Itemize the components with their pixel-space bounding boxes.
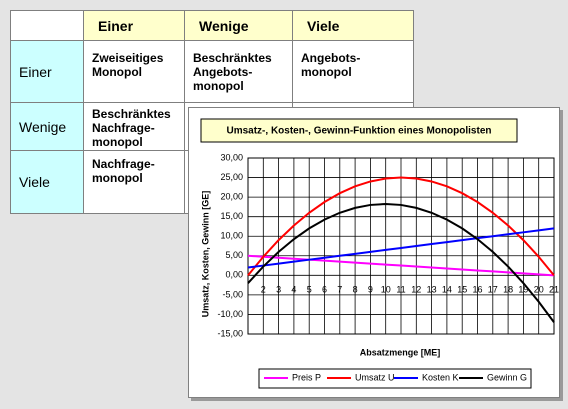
corner-cell bbox=[10, 10, 84, 41]
header-cell: Viele bbox=[292, 10, 414, 41]
x-tick-label: 8 bbox=[353, 285, 358, 295]
row-header: Wenige bbox=[10, 102, 84, 151]
x-tick-label: 11 bbox=[396, 285, 405, 295]
x-tick-label: 2 bbox=[261, 285, 266, 295]
legend-label: Kosten K bbox=[422, 372, 459, 382]
x-tick-label: 14 bbox=[442, 285, 452, 295]
y-tick-label: 20,00 bbox=[220, 191, 243, 201]
x-tick-label: 18 bbox=[503, 285, 513, 295]
cell: Angebots- monopol bbox=[292, 40, 414, 103]
cell: Beschränktes Angebots- monopol bbox=[184, 40, 293, 103]
series-line bbox=[247, 202, 555, 323]
x-axis-title: Absatzmenge [ME] bbox=[360, 347, 441, 357]
y-tick-label: -15,00 bbox=[217, 328, 243, 338]
x-tick-label: 5 bbox=[307, 285, 312, 295]
cell: Zweiseitiges Monopol bbox=[83, 40, 185, 103]
x-tick-label: 7 bbox=[337, 285, 342, 295]
y-axis-title: Umsatz, Kosten, Gewinn [GE] bbox=[200, 191, 210, 318]
legend-label: Gewinn G bbox=[487, 372, 527, 382]
x-tick-label: 4 bbox=[291, 285, 296, 295]
x-tick-label: 9 bbox=[368, 285, 373, 295]
title-box bbox=[200, 118, 518, 143]
x-tick-label: 10 bbox=[381, 285, 391, 295]
x-tick-label: 19 bbox=[518, 285, 528, 295]
chart: Umsatz-, Kosten-, Gewinn-Funktion eines … bbox=[200, 118, 559, 389]
header-cell: Einer bbox=[83, 10, 185, 41]
series-line bbox=[247, 227, 555, 269]
y-tick-label: 30,00 bbox=[220, 152, 243, 162]
y-tick-label: -5,00 bbox=[222, 289, 243, 299]
x-tick-label: 20 bbox=[534, 285, 544, 295]
x-tick-label: 16 bbox=[472, 285, 482, 295]
x-tick-label: 6 bbox=[322, 285, 327, 295]
cell: Nachfrage- monopol bbox=[83, 150, 185, 214]
y-tick-label: -10,00 bbox=[217, 309, 243, 319]
legend-label: Umsatz U bbox=[355, 372, 395, 382]
cell: Beschränktes Nachfrage- monopol bbox=[83, 102, 185, 151]
y-tick-label: 25,00 bbox=[220, 172, 243, 182]
y-tick-label: 10,00 bbox=[220, 231, 243, 241]
x-tick-label: 21 bbox=[549, 285, 559, 295]
chart-title: Umsatz-, Kosten-, Gewinn-Funktion eines … bbox=[226, 126, 491, 137]
y-tick-label: 5,00 bbox=[225, 250, 243, 260]
row-header: Einer bbox=[10, 40, 84, 103]
x-tick-label: 15 bbox=[457, 285, 467, 295]
x-tick-label: 12 bbox=[411, 285, 421, 295]
header-cell: Wenige bbox=[184, 10, 293, 41]
series-line bbox=[247, 254, 555, 277]
y-tick-label: 15,00 bbox=[220, 211, 243, 221]
y-tick-label: 0,00 bbox=[225, 270, 243, 280]
chart-frame: Umsatz-, Kosten-, Gewinn-Funktion eines … bbox=[188, 107, 560, 398]
row-header: Viele bbox=[10, 150, 84, 214]
series-line bbox=[247, 176, 555, 276]
x-tick-label: 3 bbox=[276, 285, 281, 295]
x-tick-label: 13 bbox=[427, 285, 437, 295]
legend-label: Preis P bbox=[292, 372, 321, 382]
x-tick-label: 17 bbox=[488, 285, 498, 295]
